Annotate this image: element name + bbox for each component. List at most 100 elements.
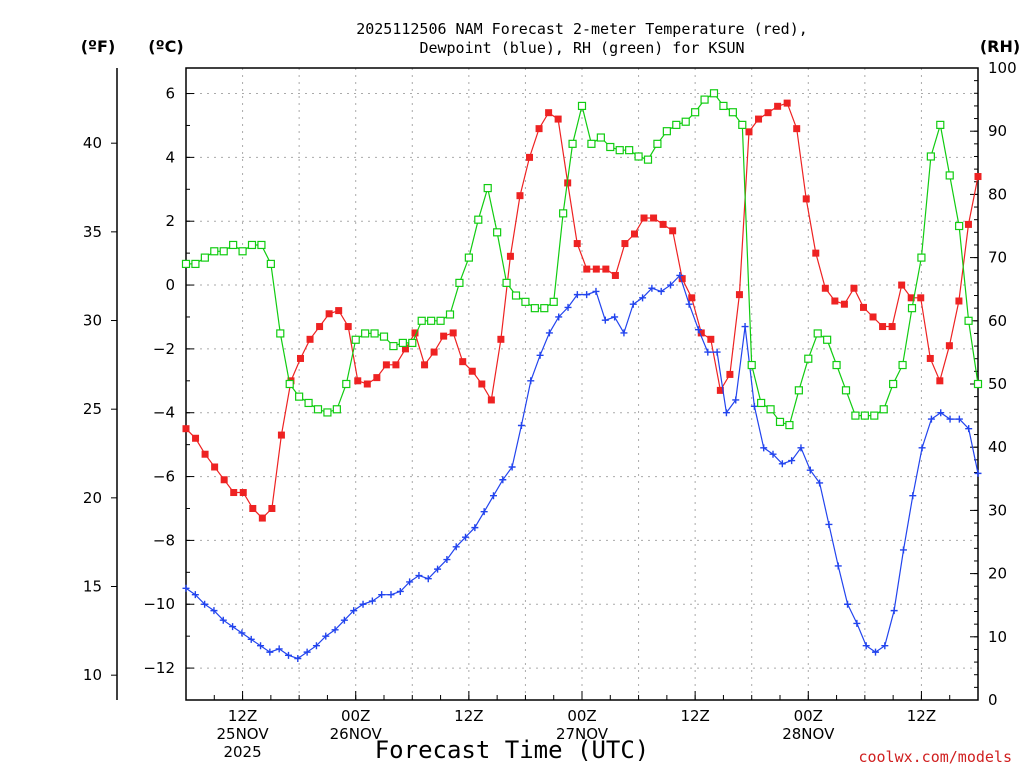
data-point bbox=[350, 607, 358, 615]
data-point bbox=[459, 358, 467, 366]
data-point bbox=[511, 291, 521, 300]
data-point bbox=[583, 265, 591, 273]
data-point bbox=[257, 642, 265, 650]
celsius-axis: 6 4 2 0 −2 −4 −6 −8 −10 −12 bbox=[143, 85, 194, 701]
data-point bbox=[898, 281, 906, 289]
data-point bbox=[387, 591, 395, 599]
data-point bbox=[238, 629, 246, 637]
data-point bbox=[210, 247, 219, 256]
celsius-tick-label: −2 bbox=[153, 340, 175, 358]
data-point bbox=[926, 354, 934, 362]
series-line bbox=[185, 274, 979, 660]
celsius-tick-label: 2 bbox=[165, 212, 175, 230]
data-point bbox=[639, 294, 647, 302]
data-point bbox=[527, 377, 535, 385]
data-point bbox=[700, 95, 709, 104]
celsius-tick-label: 4 bbox=[165, 148, 175, 166]
data-point bbox=[297, 354, 305, 362]
rh-tick-label: 70 bbox=[988, 249, 1007, 267]
data-point bbox=[294, 655, 302, 663]
data-point bbox=[276, 329, 285, 338]
data-point bbox=[452, 543, 460, 551]
unit-label-fahrenheit: (ºF) bbox=[81, 37, 116, 56]
data-point bbox=[440, 332, 448, 340]
data-point bbox=[606, 142, 615, 152]
data-point bbox=[445, 310, 455, 319]
data-point bbox=[508, 463, 516, 471]
data-point bbox=[555, 313, 563, 321]
data-point bbox=[823, 335, 832, 344]
data-point bbox=[361, 329, 370, 338]
data-point bbox=[611, 271, 619, 279]
data-point bbox=[650, 214, 658, 222]
data-point bbox=[392, 361, 400, 369]
data-point bbox=[249, 504, 257, 512]
data-point bbox=[464, 253, 473, 262]
data-point bbox=[662, 127, 671, 136]
celsius-tick-label: 0 bbox=[165, 276, 175, 294]
data-point bbox=[955, 297, 963, 305]
fahrenheit-tick-label: 40 bbox=[83, 134, 102, 152]
time-tick-label: 28NOV bbox=[782, 725, 835, 743]
data-point bbox=[691, 108, 700, 117]
data-point bbox=[973, 379, 983, 389]
data-point bbox=[313, 405, 323, 414]
data-point bbox=[860, 411, 869, 420]
data-point bbox=[831, 297, 839, 305]
data-point bbox=[266, 259, 275, 269]
x-axis-label: Forecast Time (UTC) bbox=[375, 736, 650, 764]
data-point bbox=[735, 291, 743, 299]
time-tick-label: 26NOV bbox=[330, 725, 383, 743]
data-point bbox=[583, 291, 591, 299]
data-point bbox=[247, 635, 255, 643]
data-point bbox=[373, 374, 381, 382]
data-point bbox=[785, 420, 794, 430]
chart-title-line2: Dewpoint (blue), RH (green) for KSUN bbox=[419, 39, 744, 57]
data-point bbox=[342, 379, 351, 389]
data-point bbox=[229, 623, 237, 631]
data-point bbox=[747, 360, 756, 370]
data-point bbox=[964, 316, 973, 325]
data-point bbox=[726, 370, 734, 378]
data-point bbox=[630, 230, 638, 238]
data-point bbox=[927, 415, 935, 423]
data-point bbox=[210, 607, 218, 615]
data-point bbox=[648, 284, 656, 292]
data-point bbox=[363, 380, 371, 388]
data-point bbox=[181, 259, 191, 269]
data-point bbox=[268, 504, 276, 512]
data-point bbox=[312, 642, 320, 650]
data-point bbox=[493, 228, 502, 237]
data-point bbox=[257, 240, 266, 250]
data-point bbox=[483, 183, 492, 193]
data-point bbox=[793, 125, 801, 133]
data-point bbox=[530, 304, 539, 313]
data-point bbox=[474, 215, 483, 224]
data-point bbox=[859, 303, 867, 311]
data-point bbox=[840, 300, 848, 308]
data-point bbox=[192, 434, 200, 442]
data-point bbox=[769, 450, 777, 458]
data-point bbox=[354, 377, 362, 385]
data-point bbox=[926, 152, 935, 161]
data-point bbox=[303, 648, 311, 656]
data-point bbox=[379, 332, 389, 341]
data-point bbox=[834, 562, 842, 570]
data-point bbox=[909, 492, 917, 500]
data-point bbox=[335, 307, 343, 315]
data-point bbox=[564, 303, 572, 311]
data-point bbox=[378, 591, 386, 599]
data-point bbox=[813, 329, 822, 338]
fahrenheit-axis: 40 35 30 25 20 15 10 bbox=[83, 134, 117, 684]
data-point bbox=[704, 348, 712, 356]
data-point bbox=[549, 297, 558, 306]
data-point bbox=[851, 411, 860, 420]
data-point bbox=[277, 431, 285, 439]
rh-tick-label: 50 bbox=[988, 375, 1007, 393]
unit-label-rh: (RH) bbox=[980, 37, 1020, 56]
data-point bbox=[611, 313, 619, 321]
data-point bbox=[870, 411, 879, 420]
data-point bbox=[316, 323, 324, 331]
